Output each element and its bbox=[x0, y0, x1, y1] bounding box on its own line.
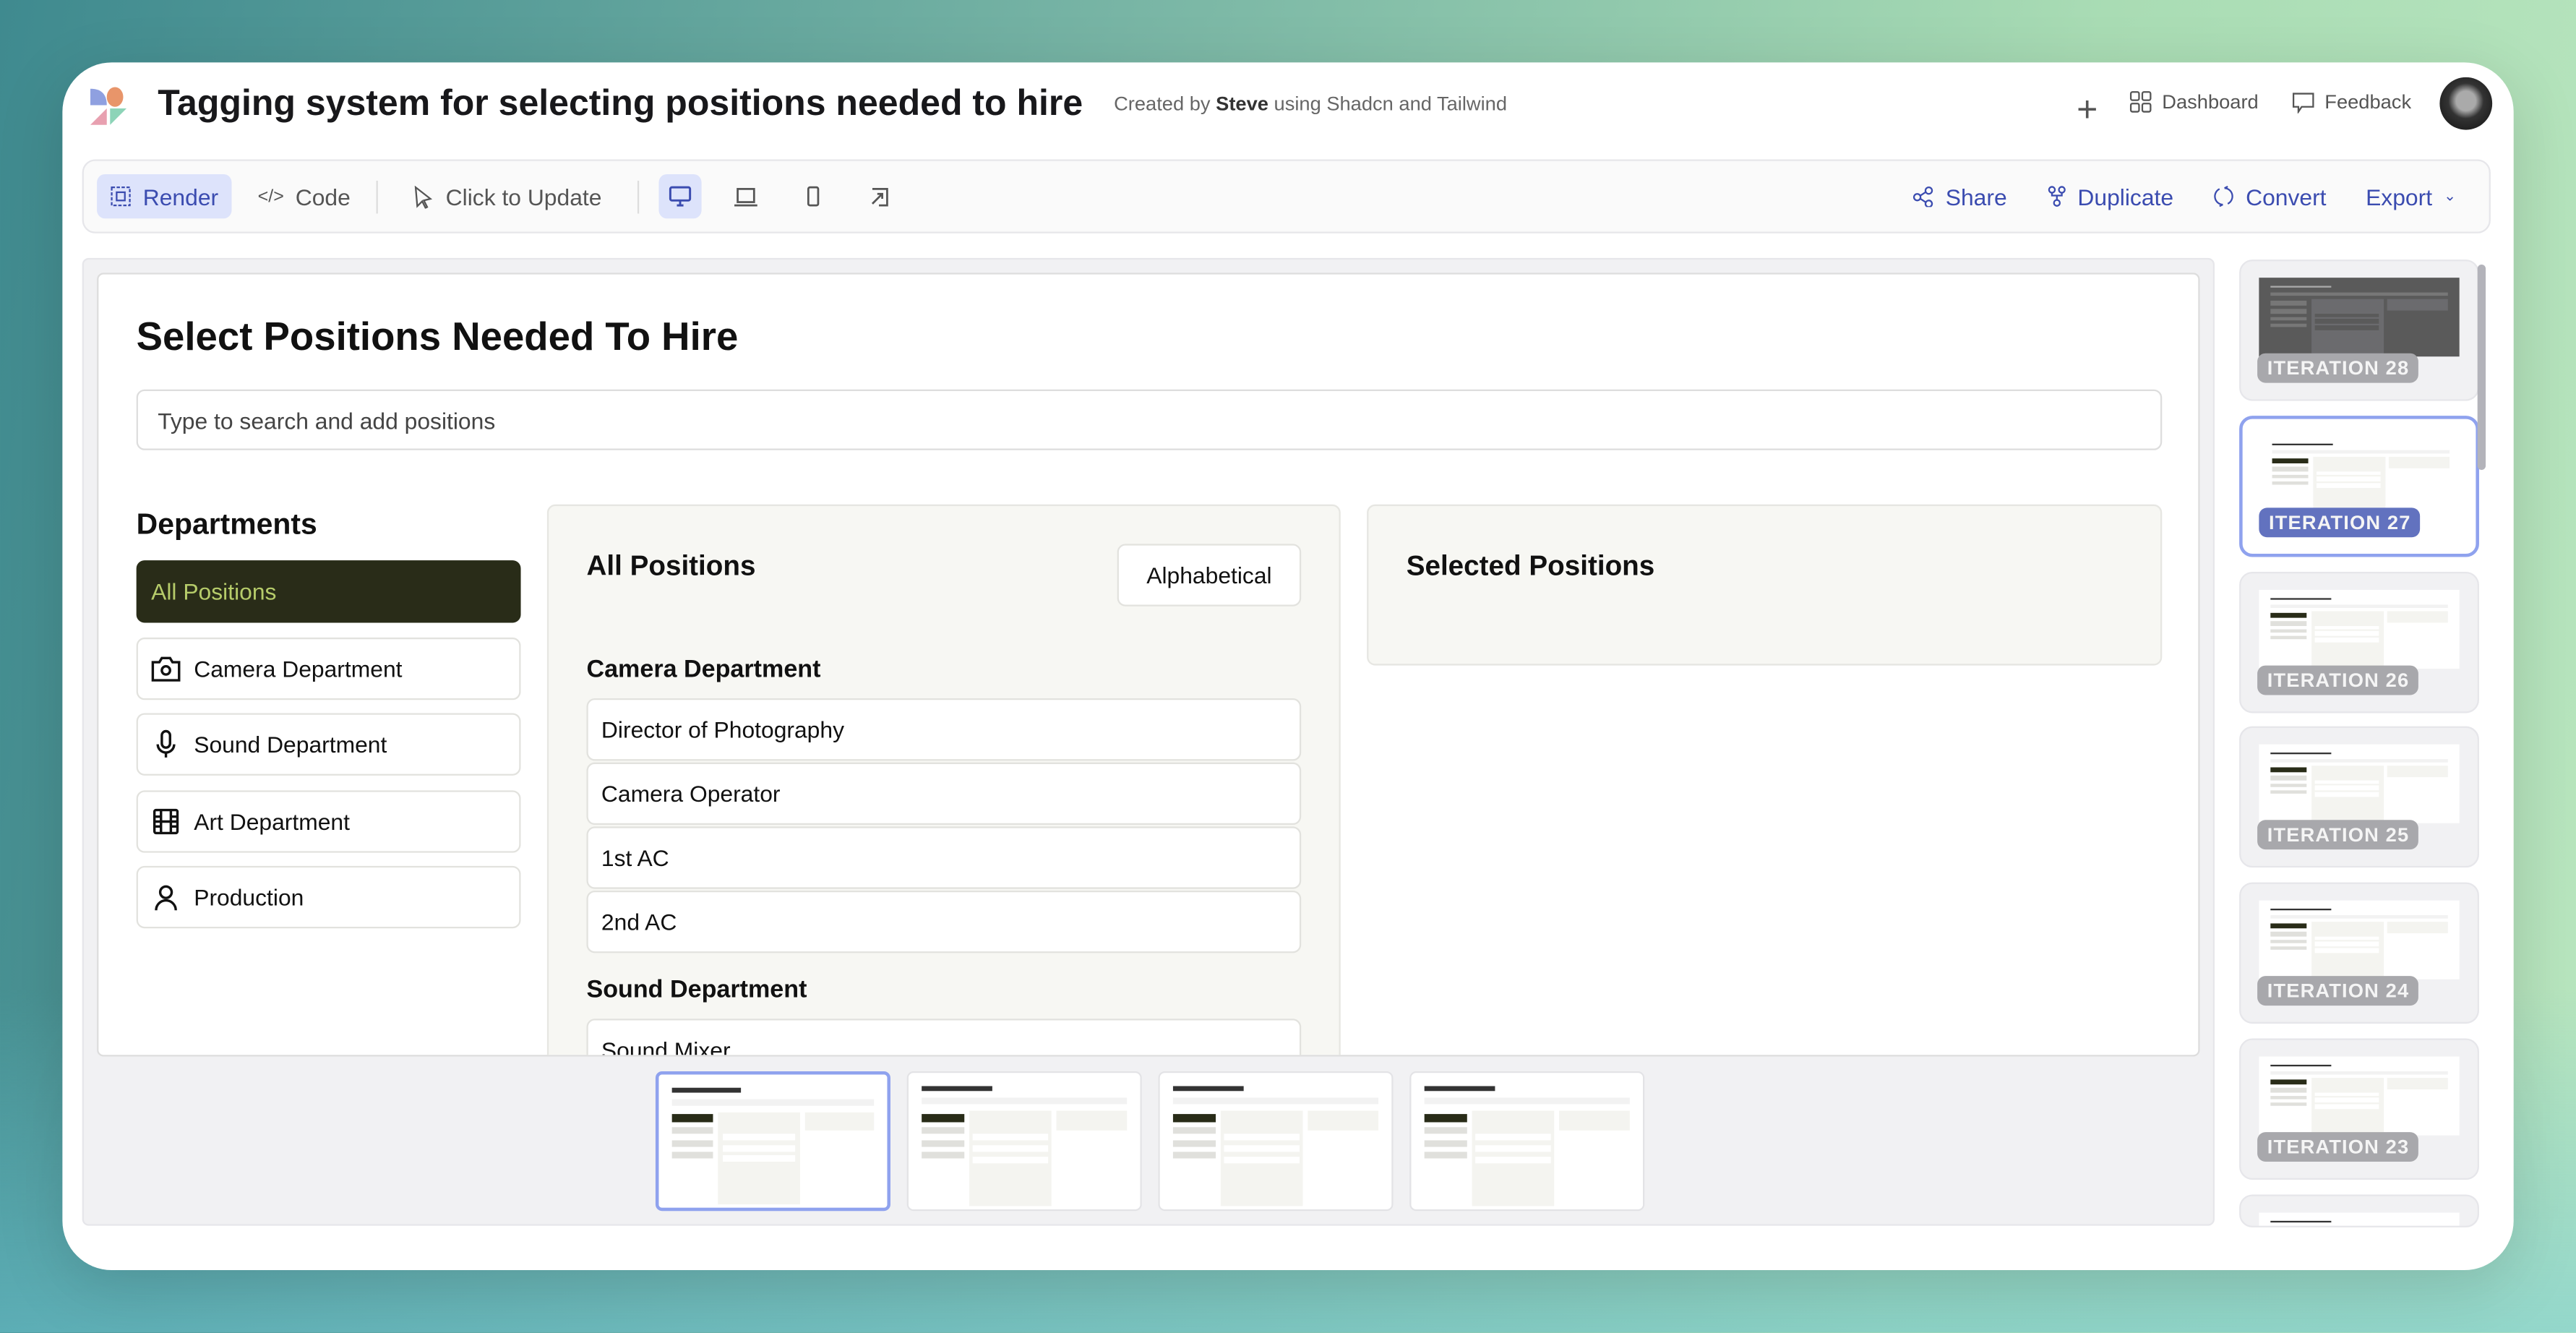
iteration-preview bbox=[2259, 1056, 2460, 1136]
mobile-view-button[interactable] bbox=[791, 174, 837, 218]
iteration-preview bbox=[2259, 1212, 2460, 1226]
film-icon bbox=[153, 808, 179, 835]
dept-camera[interactable]: Camera Department bbox=[136, 637, 521, 700]
iteration-card[interactable]: ITERATION 23 bbox=[2239, 1038, 2479, 1180]
app-window: Tagging system for selecting positions n… bbox=[62, 62, 2514, 1271]
section-heading: Sound Department bbox=[586, 976, 807, 1004]
monitor-icon bbox=[669, 186, 692, 207]
iteration-preview bbox=[2259, 278, 2460, 357]
version-thumbnail[interactable] bbox=[1158, 1071, 1394, 1212]
code-tab[interactable]: </> Code bbox=[257, 183, 351, 210]
iteration-card[interactable]: ITERATION 28 bbox=[2239, 260, 2479, 401]
all-positions-title: All Positions bbox=[586, 550, 756, 582]
toolbar: Render </> Code Click to Update Share Dup… bbox=[82, 159, 2491, 233]
version-thumbnail[interactable] bbox=[655, 1071, 890, 1212]
all-positions-panel: All Positions Alphabetical Camera Depart… bbox=[546, 504, 1341, 1055]
logo-icon bbox=[87, 85, 129, 128]
share-button[interactable]: Share bbox=[1899, 174, 2020, 218]
dept-all-positions[interactable]: All Positions bbox=[136, 560, 521, 623]
iteration-preview bbox=[2260, 435, 2461, 515]
position-item[interactable]: 2nd AC bbox=[586, 890, 1302, 953]
click-to-update-button[interactable]: Click to Update bbox=[401, 174, 614, 218]
render-tab[interactable]: Render bbox=[97, 173, 232, 219]
iteration-card[interactable]: ITERATION 25 bbox=[2239, 726, 2479, 868]
iteration-preview bbox=[2259, 744, 2460, 823]
fork-icon bbox=[2047, 186, 2065, 207]
camera-icon bbox=[151, 656, 181, 682]
chevron-down-icon: ⌄ bbox=[2443, 187, 2457, 204]
divider bbox=[637, 179, 640, 213]
iteration-badge: ITERATION 23 bbox=[2257, 1132, 2419, 1162]
laptop-view-button[interactable] bbox=[721, 174, 770, 218]
iteration-badge: ITERATION 24 bbox=[2257, 976, 2419, 1006]
selected-positions-panel: Selected Positions bbox=[1367, 504, 2163, 666]
divider bbox=[377, 179, 379, 213]
external-link-icon bbox=[872, 187, 889, 206]
duplicate-button[interactable]: Duplicate bbox=[2033, 174, 2186, 218]
iteration-badge: ITERATION 27 bbox=[2259, 507, 2421, 538]
position-item[interactable]: Camera Operator bbox=[586, 762, 1302, 826]
avatar[interactable] bbox=[2439, 77, 2493, 130]
grid-icon bbox=[2129, 91, 2152, 113]
position-item[interactable]: Sound Mixer bbox=[586, 1019, 1302, 1055]
dept-art[interactable]: Art Department bbox=[136, 790, 521, 853]
iteration-preview bbox=[2259, 590, 2460, 669]
sidebar-scrollbar[interactable] bbox=[2477, 264, 2486, 471]
export-dropdown[interactable]: Export ⌄ bbox=[2366, 183, 2457, 210]
desktop-view-button[interactable] bbox=[659, 173, 703, 219]
render-icon bbox=[111, 186, 131, 207]
plus-icon: + bbox=[2077, 88, 2098, 130]
preview-area: Select Positions Needed To Hire Type to … bbox=[82, 257, 2215, 1226]
sort-button[interactable]: Alphabetical bbox=[1117, 544, 1302, 607]
laptop-icon bbox=[734, 187, 758, 206]
position-search-input[interactable]: Type to search and add positions bbox=[136, 389, 2163, 450]
position-item[interactable]: Director of Photography bbox=[586, 698, 1302, 761]
feedback-button[interactable]: Feedback bbox=[2292, 90, 2411, 113]
iteration-card[interactable] bbox=[2239, 1194, 2479, 1227]
iteration-preview bbox=[2259, 900, 2460, 980]
iteration-card[interactable]: ITERATION 26 bbox=[2239, 572, 2479, 713]
render-frame: Select Positions Needed To Hire Type to … bbox=[97, 273, 2200, 1057]
mic-icon bbox=[156, 729, 176, 758]
code-icon: </> bbox=[257, 186, 284, 207]
iteration-card[interactable]: ITERATION 24 bbox=[2239, 882, 2479, 1024]
app-heading: Select Positions Needed To Hire bbox=[136, 315, 739, 360]
message-icon bbox=[2292, 93, 2314, 113]
iteration-card[interactable]: ITERATION 27 bbox=[2239, 416, 2479, 557]
new-button[interactable]: + bbox=[2077, 89, 2098, 132]
dept-sound[interactable]: Sound Department bbox=[136, 713, 521, 776]
dashboard-button[interactable]: Dashboard bbox=[2129, 90, 2259, 113]
section-heading: Camera Department bbox=[586, 655, 821, 684]
page-title: Tagging system for selecting positions n… bbox=[158, 82, 1083, 124]
share-icon bbox=[1913, 186, 1933, 207]
dept-production[interactable]: Production bbox=[136, 865, 521, 929]
iteration-badge: ITERATION 26 bbox=[2257, 665, 2419, 695]
version-thumbnail[interactable] bbox=[906, 1071, 1142, 1212]
refresh-icon bbox=[2214, 185, 2233, 207]
open-external-button[interactable] bbox=[856, 174, 903, 218]
iteration-badge: ITERATION 25 bbox=[2257, 820, 2419, 850]
departments-heading: Departments bbox=[136, 507, 317, 541]
position-item[interactable]: 1st AC bbox=[586, 826, 1302, 889]
selected-positions-title: Selected Positions bbox=[1406, 550, 1655, 582]
created-by: Created by Steve using Shadcn and Tailwi… bbox=[1114, 92, 1508, 116]
version-thumbnail[interactable] bbox=[1409, 1071, 1645, 1212]
convert-button[interactable]: Convert bbox=[2199, 174, 2339, 218]
phone-icon bbox=[807, 186, 820, 207]
iteration-badge: ITERATION 28 bbox=[2257, 353, 2419, 383]
user-icon bbox=[155, 885, 177, 911]
cursor-icon bbox=[415, 184, 433, 208]
